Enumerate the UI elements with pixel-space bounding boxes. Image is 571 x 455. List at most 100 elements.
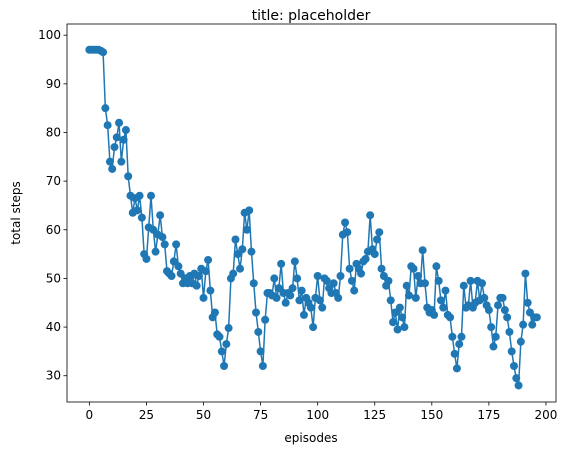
x-tick-label: 200: [535, 408, 558, 422]
marker: [108, 164, 117, 173]
marker: [117, 157, 126, 166]
marker: [366, 211, 375, 220]
marker: [135, 191, 144, 200]
x-tick-label: 150: [420, 408, 443, 422]
marker: [411, 293, 420, 302]
marker: [500, 306, 509, 315]
marker: [466, 276, 475, 285]
marker: [295, 296, 304, 305]
marker: [400, 323, 409, 332]
marker: [386, 296, 395, 305]
marker: [370, 250, 379, 259]
marker: [192, 281, 201, 290]
marker: [452, 364, 461, 373]
marker: [373, 235, 382, 244]
marker: [345, 264, 354, 273]
marker: [315, 296, 324, 305]
y-tick-label: 30: [46, 369, 61, 383]
line: [89, 49, 537, 386]
marker: [258, 362, 267, 370]
x-axis-label: episodes: [284, 431, 337, 445]
marker: [158, 233, 167, 242]
marker: [521, 269, 530, 278]
marker: [393, 325, 402, 334]
marker: [457, 332, 466, 341]
marker: [313, 272, 322, 280]
marker: [341, 218, 350, 227]
marker: [414, 272, 423, 280]
marker: [261, 315, 270, 324]
marker: [509, 362, 518, 370]
chart-title: title: placeholder: [252, 8, 371, 24]
marker: [124, 172, 133, 181]
marker: [334, 293, 343, 302]
marker: [286, 291, 295, 300]
marker: [484, 306, 493, 315]
marker: [194, 272, 203, 280]
marker: [245, 206, 254, 215]
marker: [151, 247, 160, 256]
marker: [110, 143, 119, 152]
marker: [441, 286, 450, 295]
marker: [404, 291, 413, 300]
marker: [322, 276, 331, 285]
x-tick-label: 100: [306, 408, 329, 422]
marker: [480, 293, 489, 302]
y-axis-label: total steps: [9, 181, 23, 244]
marker: [270, 274, 279, 283]
marker: [318, 303, 327, 312]
y-tick-label: 60: [46, 223, 61, 237]
marker: [290, 257, 299, 266]
marker: [436, 296, 445, 305]
marker: [281, 298, 290, 307]
y-tick-label: 80: [46, 125, 61, 139]
x-tick-label: 175: [477, 408, 500, 422]
marker: [494, 301, 503, 310]
marker: [215, 332, 224, 341]
marker: [377, 264, 386, 273]
marker: [256, 347, 265, 356]
x-tick-label: 0: [86, 408, 94, 422]
marker: [343, 228, 352, 237]
marker: [357, 269, 366, 278]
y-tick-label: 90: [46, 77, 61, 91]
marker: [434, 276, 443, 285]
marker: [528, 320, 537, 329]
x-tick-label: 75: [253, 408, 268, 422]
marker: [430, 310, 439, 319]
marker: [293, 274, 302, 283]
y-tick-label: 100: [38, 28, 61, 42]
marker: [297, 286, 306, 295]
marker: [217, 347, 226, 356]
marker: [418, 246, 427, 255]
marker: [272, 293, 281, 302]
marker: [101, 104, 110, 113]
marker: [439, 303, 448, 312]
marker: [516, 337, 525, 346]
marker: [306, 303, 315, 312]
marker: [288, 284, 297, 293]
marker: [206, 286, 215, 295]
marker: [523, 298, 532, 307]
marker: [448, 332, 457, 341]
marker: [519, 320, 528, 329]
marker: [238, 245, 247, 254]
marker: [115, 118, 124, 127]
marker: [229, 269, 238, 278]
marker: [487, 323, 496, 332]
marker: [491, 332, 500, 341]
marker: [507, 347, 516, 356]
x-tick-label: 25: [139, 408, 154, 422]
marker: [350, 286, 359, 295]
marker: [512, 374, 521, 383]
marker: [503, 313, 512, 322]
marker: [402, 281, 411, 290]
marker: [133, 206, 142, 215]
marker: [201, 267, 210, 276]
marker: [455, 340, 464, 349]
marker: [299, 310, 308, 319]
x-tick-label: 50: [196, 408, 211, 422]
marker: [478, 279, 487, 288]
marker: [121, 126, 130, 135]
